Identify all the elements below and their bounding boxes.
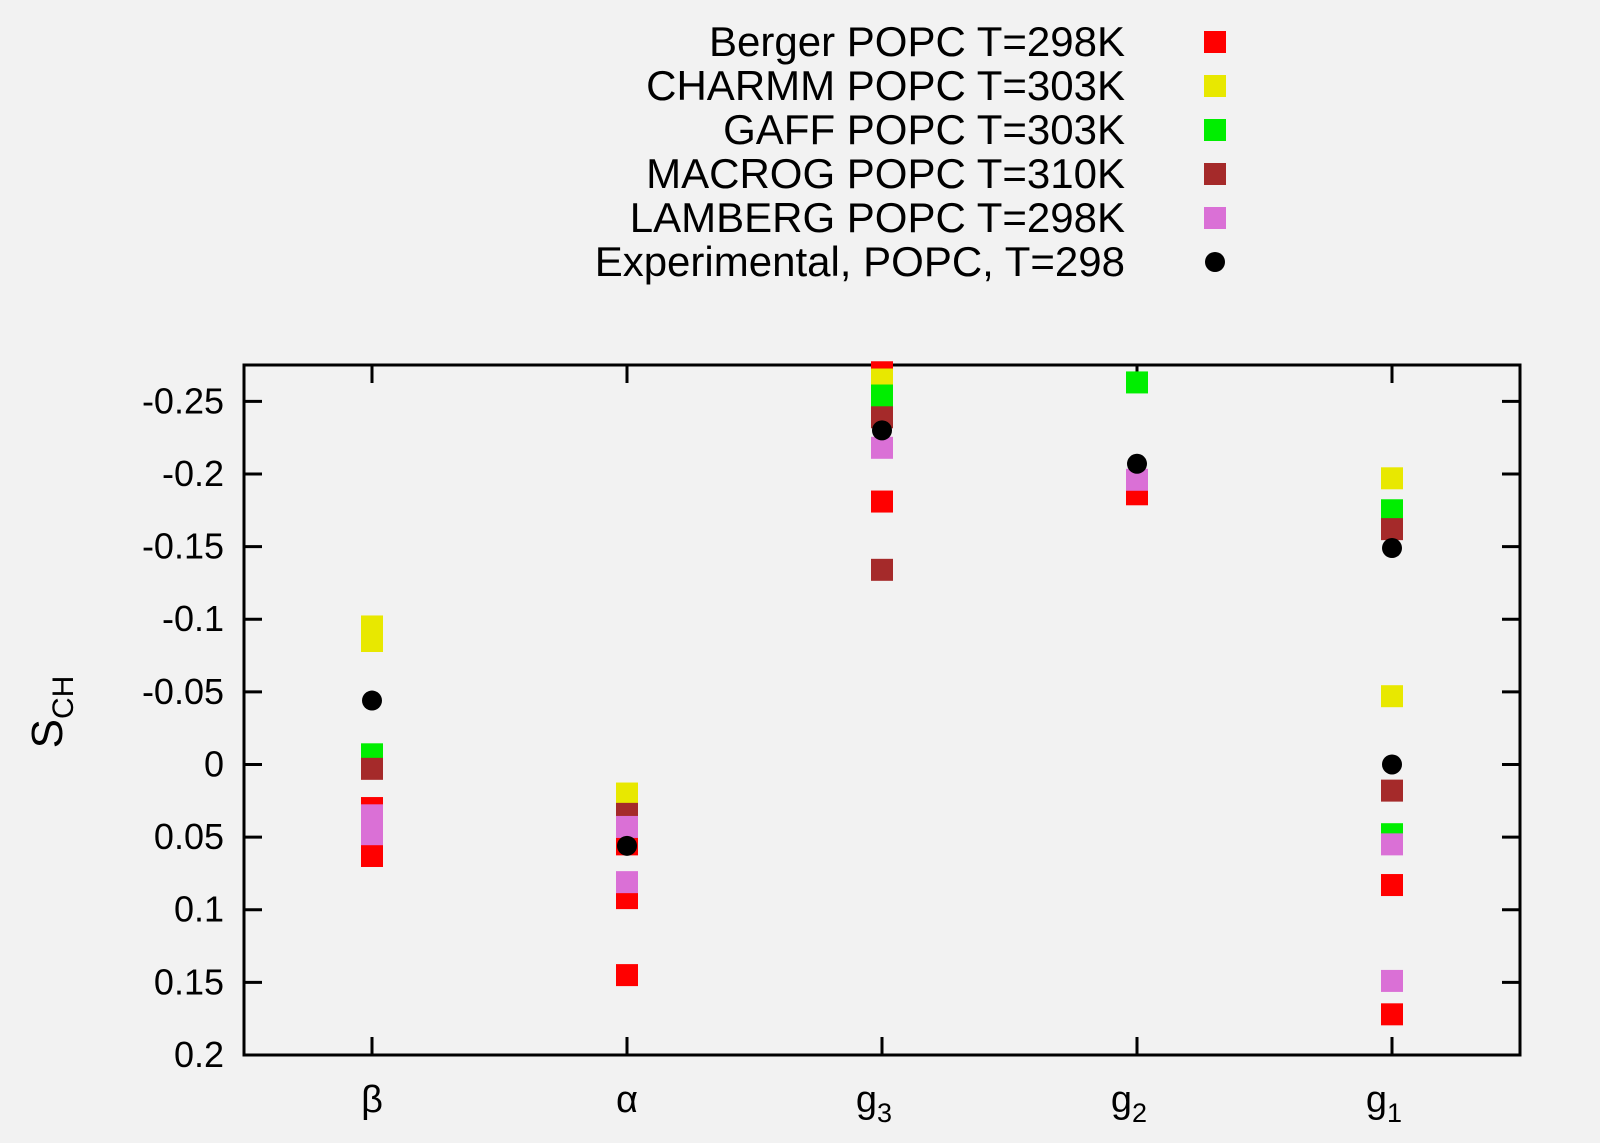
data-point [1381,833,1403,856]
data-point [1126,371,1148,394]
legend-marker [1204,119,1226,141]
series-5 [362,420,1402,856]
data-point [616,964,638,987]
data-point [871,436,893,459]
data-point [361,804,383,827]
data-point [1381,499,1403,522]
y-tick: 0.2 [174,1034,1520,1075]
legend-entry: MACROG POPC T=310K [646,150,1226,197]
data-point [617,835,637,856]
data-point [1381,685,1403,708]
data-point [361,823,383,846]
data-point [616,782,638,805]
y-tick: 0.05 [154,816,1520,857]
data-point [1381,518,1403,541]
x-tick: g1 [1366,365,1402,1128]
series-0 [361,361,1403,1026]
legend-marker [1204,75,1226,97]
data-point [1381,779,1403,802]
legend-label: Berger POPC T=298K [709,18,1125,65]
data-point [871,558,893,581]
y-tick: 0.1 [174,889,1520,930]
legend-label: GAFF POPC T=303K [723,106,1125,153]
y-tick: -0.15 [142,526,1520,567]
y-tick: -0.1 [162,598,1520,639]
legend-marker [1204,31,1226,53]
data-point [1381,1003,1403,1026]
legend-entry: LAMBERG POPC T=298K [630,194,1226,241]
y-tick-label: 0 [204,743,224,784]
x-tick-label: α [616,1079,638,1121]
y-axis: -0.25 -0.2 -0.15 -0.1 -0.05 0 0.05 0.1 0.15 0.2 [142,380,1520,1075]
data-point [1127,453,1147,474]
data-point [1381,874,1403,897]
data-point [362,690,382,711]
data-point [616,871,638,894]
y-tick: -0.25 [142,380,1520,421]
data-points [361,361,1403,1026]
data-point [1381,969,1403,992]
x-tick: g3 [856,365,892,1128]
x-tick-label: g3 [856,1079,892,1128]
legend-marker [1204,163,1226,185]
x-tick-label: g1 [1366,1079,1402,1128]
y-tick-label: -0.25 [142,380,224,421]
y-tick: 0.15 [154,961,1520,1002]
data-point [871,384,893,407]
data-point [1381,467,1403,490]
x-tick: α [616,365,638,1121]
legend-entry: Berger POPC T=298K [709,18,1226,65]
y-tick-label: -0.1 [162,598,224,639]
y-tick-label: -0.05 [142,671,224,712]
legend-marker [1204,207,1226,229]
legend-label: MACROG POPC T=310K [646,150,1125,197]
y-tick-label: 0.1 [174,889,224,930]
series-3 [361,406,1403,825]
plot-area: -0.25 -0.2 -0.15 -0.1 -0.05 0 0.05 0.1 0.15 0.2 β… [142,361,1522,1128]
legend-entry: CHARMM POPC T=303K [646,62,1226,109]
data-point [616,815,638,838]
y-tick-label: -0.2 [162,453,224,494]
legend-entry: GAFF POPC T=303K [723,106,1226,153]
series-4 [361,436,1403,992]
y-tick-label: -0.15 [142,526,224,567]
legend-marker [1205,252,1225,272]
x-tick: β [361,365,383,1121]
legend-label: CHARMM POPC T=303K [646,62,1125,109]
y-tick: -0.2 [162,453,1520,494]
data-point [1382,754,1402,775]
y-tick: 0 [204,743,1520,784]
y-axis-label: SCH [23,676,80,749]
legend-label: Experimental, POPC, T=298 [595,238,1125,285]
data-point [361,630,383,652]
x-axis: β α g3 g2 g1 [361,365,1402,1128]
legend-entry: Experimental, POPC, T=298 [595,238,1225,285]
data-point [361,757,383,780]
data-point [361,844,383,867]
data-point [872,420,892,441]
y-tick-label: 0.15 [154,961,224,1002]
x-tick-label: β [361,1079,383,1121]
plot-frame [242,363,1522,1057]
data-point [1382,538,1402,559]
data-point [1126,468,1148,491]
data-point [871,490,893,513]
legend-label: LAMBERG POPC T=298K [630,194,1125,241]
y-tick-label: 0.05 [154,816,224,857]
y-tick: -0.05 [142,671,1520,712]
x-tick-label: g2 [1111,1079,1147,1128]
y-tick-label: 0.2 [174,1034,224,1075]
